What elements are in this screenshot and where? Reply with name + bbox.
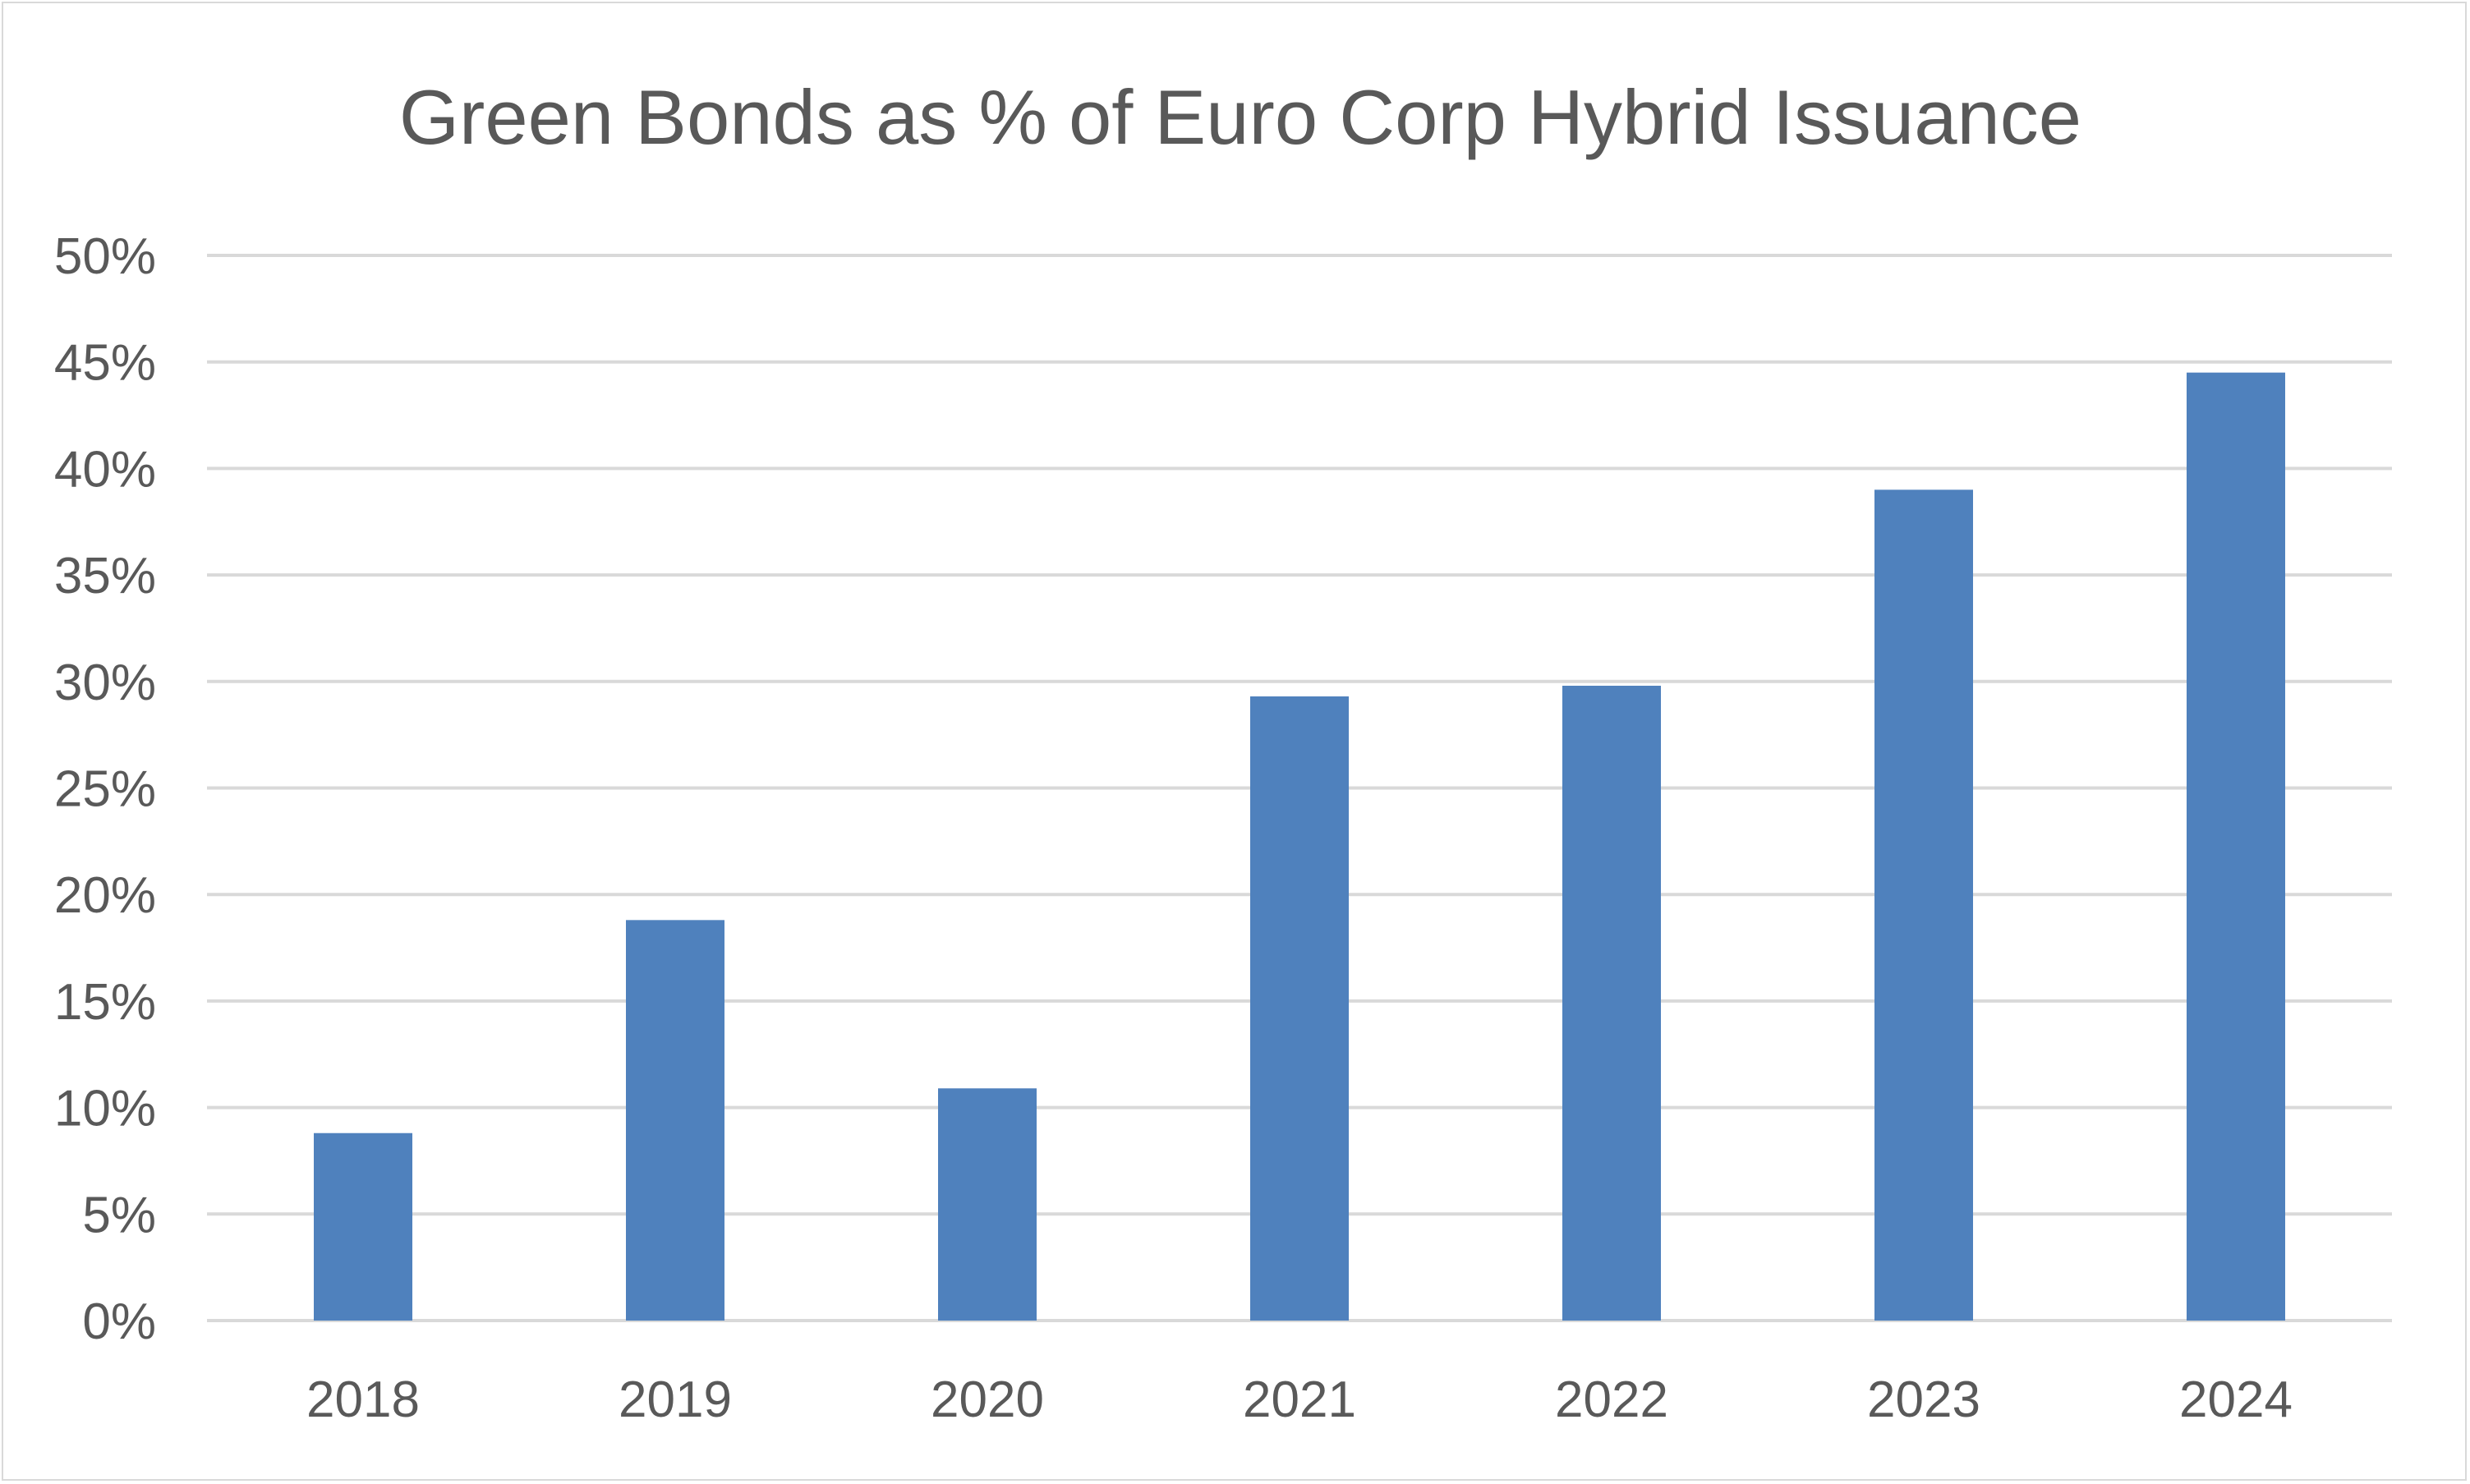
bar-2019 <box>626 920 724 1321</box>
bar-2018 <box>314 1133 412 1321</box>
y-tick-label: 15% <box>54 974 156 1031</box>
y-axis-tick-labels: 0% 5% 10% 15% 20% 25% 30% 35% 40% 45% 50% <box>54 228 156 1350</box>
y-tick-label: 35% <box>54 548 156 604</box>
y-tick-label: 5% <box>82 1187 156 1243</box>
y-tick-label: 50% <box>54 228 156 285</box>
bar-2021 <box>1250 696 1349 1321</box>
bar-2020 <box>938 1088 1037 1321</box>
y-tick-label: 10% <box>54 1081 156 1137</box>
y-tick-label: 0% <box>82 1293 156 1350</box>
y-tick-label: 20% <box>54 867 156 924</box>
chart-title: Green Bonds as % of Euro Corp Hybrid Iss… <box>399 74 2081 160</box>
x-tick-label: 2022 <box>1555 1371 1668 1428</box>
x-tick-label: 2024 <box>2179 1371 2293 1428</box>
x-tick-label: 2023 <box>1867 1371 1980 1428</box>
bar-2024 <box>2187 372 2285 1321</box>
bar-2023 <box>1874 489 1973 1321</box>
bars <box>314 372 2285 1321</box>
x-tick-label: 2020 <box>931 1371 1044 1428</box>
y-tick-label: 45% <box>54 335 156 392</box>
y-tick-label: 40% <box>54 441 156 498</box>
y-tick-label: 25% <box>54 761 156 818</box>
x-tick-label: 2019 <box>619 1371 732 1428</box>
x-tick-label: 2018 <box>306 1371 420 1428</box>
x-axis-tick-labels: 2018 2019 2020 2021 2022 2023 2024 <box>306 1371 2293 1428</box>
gridlines <box>207 254 2392 1322</box>
x-tick-label: 2021 <box>1243 1371 1356 1428</box>
y-tick-label: 30% <box>54 655 156 711</box>
bar-2022 <box>1562 685 1661 1321</box>
